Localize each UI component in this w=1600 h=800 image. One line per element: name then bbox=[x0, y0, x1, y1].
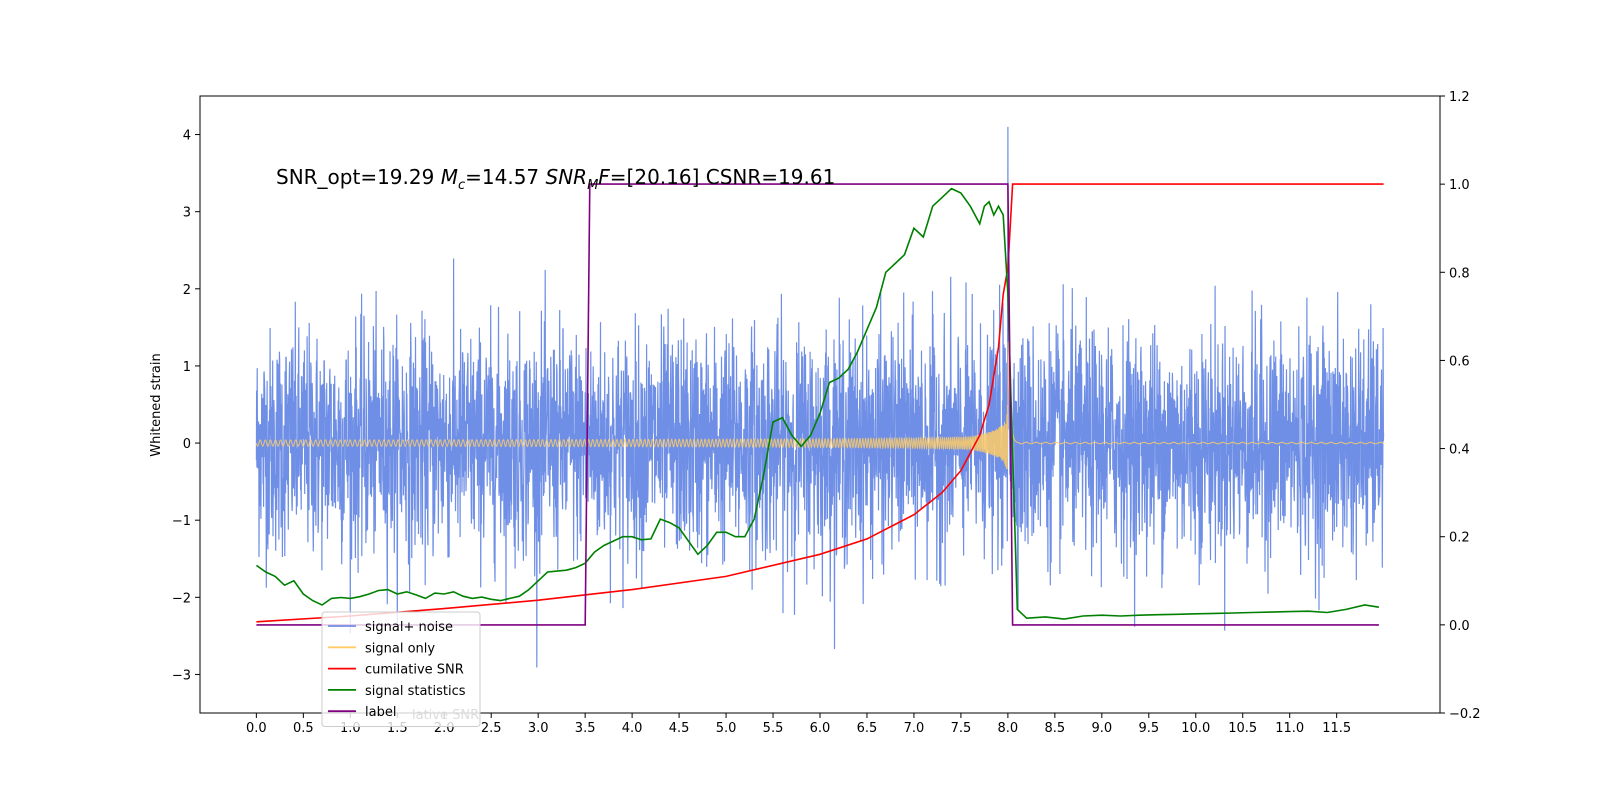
x-tick-label: 9.0 bbox=[1091, 721, 1112, 736]
y2-tick-label: 0.8 bbox=[1449, 266, 1470, 281]
y-tick-label: −3 bbox=[172, 668, 191, 683]
y-tick-label: 4 bbox=[183, 129, 191, 144]
x-tick-label: 6.0 bbox=[810, 721, 831, 736]
label-line bbox=[256, 183, 1379, 626]
x-tick-label: 3.0 bbox=[528, 721, 549, 736]
y-axis-left: −3 −2 −1 0 1 2 3 4 bbox=[172, 129, 200, 683]
legend-label: signal only bbox=[365, 641, 435, 656]
x-tick-label: 5.0 bbox=[716, 721, 737, 736]
legend-label: signal statistics bbox=[365, 684, 466, 699]
title-part-c: =14.57 bbox=[465, 165, 545, 189]
title-part-b-sub: c bbox=[458, 178, 465, 193]
title-part-b: M bbox=[441, 165, 458, 189]
x-tick-label: 10.0 bbox=[1181, 721, 1210, 736]
x-tick-label: 7.0 bbox=[904, 721, 925, 736]
x-tick-label: 8.0 bbox=[998, 721, 1019, 736]
x-tick-label: 8.5 bbox=[1045, 721, 1066, 736]
legend-ghost-text: lative SNR bbox=[412, 708, 479, 723]
y2-tick-label: 1.0 bbox=[1449, 178, 1470, 193]
y-tick-label: 0 bbox=[183, 437, 191, 452]
x-tick-label: 10.5 bbox=[1228, 721, 1257, 736]
y-tick-label: 3 bbox=[183, 206, 191, 221]
signal-only-series bbox=[255, 341, 1384, 470]
y2-tick-label: 0.4 bbox=[1449, 443, 1470, 458]
x-tick-label: 11.5 bbox=[1322, 721, 1351, 736]
signal-statistics-line bbox=[255, 187, 1380, 620]
title-part-a: SNR_opt=19.29 bbox=[276, 165, 441, 189]
legend: lative SNR signal+ noise signal only cumila… bbox=[321, 611, 481, 727]
x-tick-label: 7.5 bbox=[951, 721, 972, 736]
legend-label: signal+ noise bbox=[365, 620, 453, 635]
chart-title: SNR_opt=19.29 Mc=14.57 SNRMF=[20.16] CSN… bbox=[276, 165, 835, 193]
y-tick-label: 2 bbox=[183, 283, 191, 298]
x-tick-label: 5.5 bbox=[763, 721, 784, 736]
y-axis-label: Whitened strain bbox=[149, 353, 164, 456]
x-axis: 0.0 0.5 1.0 1.5 2.0 2.5 3.0 3.5 4.0 4.5 5.0 5.5 6.0 6… bbox=[246, 713, 1351, 736]
x-tick-label: 4.5 bbox=[669, 721, 690, 736]
x-tick-label: 3.5 bbox=[575, 721, 596, 736]
legend-label: label bbox=[365, 705, 396, 720]
title-part-d-sub: M bbox=[587, 178, 598, 193]
x-tick-label: 4.0 bbox=[622, 721, 643, 736]
y2-tick-label: 0.2 bbox=[1449, 531, 1470, 546]
plot-area bbox=[255, 126, 1385, 668]
x-tick-label: 6.5 bbox=[857, 721, 878, 736]
y2-tick-label: −0.2 bbox=[1449, 707, 1481, 722]
x-tick-label: 0.5 bbox=[293, 721, 314, 736]
x-tick-label: 0.0 bbox=[246, 721, 267, 736]
title-part-e: =[20.16] CSNR=19.61 bbox=[610, 165, 836, 189]
y-tick-label: −1 bbox=[172, 514, 191, 529]
signal-only-line bbox=[255, 341, 1384, 470]
title-part-d-var2: F bbox=[598, 165, 610, 189]
x-tick-label: 9.5 bbox=[1138, 721, 1159, 736]
y2-tick-label: 0.0 bbox=[1449, 619, 1470, 634]
legend-box bbox=[321, 611, 481, 727]
signal-noise-line bbox=[255, 126, 1385, 668]
x-tick-label: 11.0 bbox=[1275, 721, 1304, 736]
cumilative-snr-line bbox=[256, 183, 1384, 623]
y-tick-label: −2 bbox=[172, 591, 191, 606]
y2-tick-label: 1.2 bbox=[1449, 90, 1470, 105]
signal-noise-series bbox=[255, 126, 1385, 668]
right-axis-series bbox=[255, 183, 1384, 626]
x-tick-label: 2.5 bbox=[481, 721, 502, 736]
y-axis-right: −0.2 0.0 0.2 0.4 0.6 0.8 1.0 1.2 bbox=[1440, 90, 1481, 722]
title-part-d: SNR bbox=[546, 165, 588, 189]
legend-label: cumilative SNR bbox=[365, 663, 464, 678]
y2-tick-label: 0.6 bbox=[1449, 354, 1470, 369]
y-tick-label: 1 bbox=[183, 360, 191, 375]
